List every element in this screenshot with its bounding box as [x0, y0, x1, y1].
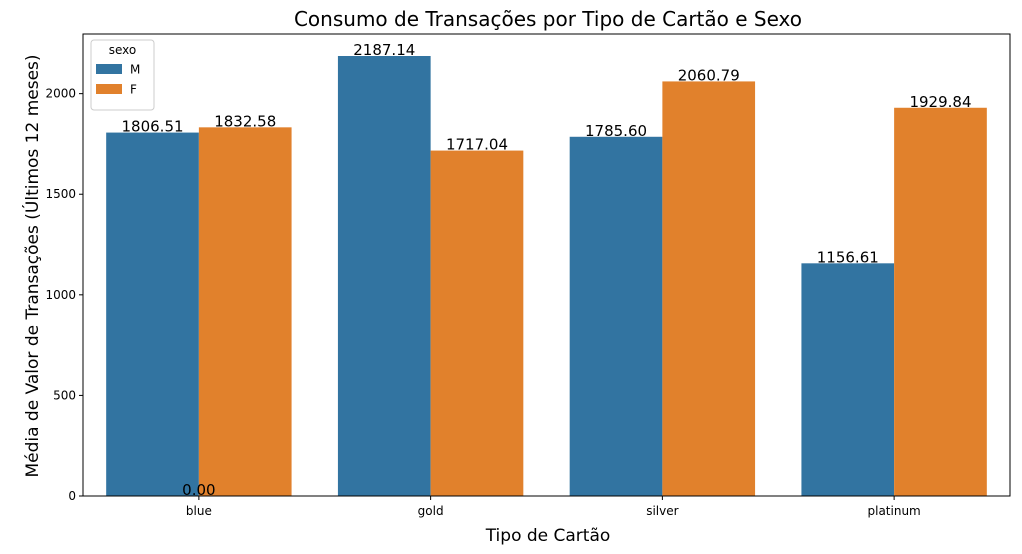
- bar-m-silver: [569, 136, 663, 496]
- x-tick-label: silver: [646, 504, 678, 518]
- y-axis-label: Média de Valor de Transações (Últimos 12…: [21, 54, 43, 477]
- bar-m-blue: [106, 132, 199, 496]
- bar-value-label: 1929.84: [909, 93, 971, 111]
- bar-f-platinum: [894, 107, 987, 496]
- legend-label-m: M: [130, 63, 140, 77]
- bar-value-label: 1806.51: [122, 118, 184, 136]
- legend-swatch-m: [96, 64, 122, 74]
- bar-value-label: 1785.60: [585, 122, 647, 140]
- x-axis-label: Tipo de Cartão: [485, 526, 611, 546]
- bar-value-label: 1717.04: [446, 136, 508, 154]
- legend-title: sexo: [109, 43, 137, 57]
- y-tick-label: 1000: [45, 288, 76, 302]
- y-tick-label: 500: [53, 388, 76, 402]
- x-tick-label: blue: [186, 504, 212, 518]
- legend-swatch-f: [96, 84, 122, 94]
- bar-m-platinum: [801, 263, 895, 496]
- legend-label-f: F: [130, 83, 137, 97]
- bar-m-gold: [337, 56, 431, 496]
- y-tick-label: 0: [68, 489, 76, 503]
- bar-value-label-extra: 0.00: [182, 481, 215, 499]
- y-tick-label: 1500: [45, 187, 76, 201]
- chart-title: Consumo de Transações por Tipo de Cartão…: [294, 7, 802, 31]
- plot-area: 1806.51 2187.14 1785.60 1156.61 1832.58 1717.…: [45, 33, 1011, 518]
- bar-value-label: 2187.14: [353, 41, 415, 59]
- bar-value-label: 2060.79: [678, 66, 740, 84]
- bar-value-label: 1156.61: [817, 248, 879, 266]
- bar-f-blue: [198, 127, 292, 496]
- bar-f-gold: [430, 150, 524, 496]
- y-tick-label: 2000: [45, 87, 76, 101]
- plot-frame: [82, 33, 1011, 497]
- bar-value-label: 1832.58: [214, 112, 276, 130]
- bar-f-silver: [662, 81, 756, 496]
- x-tick-label: platinum: [868, 504, 921, 518]
- x-tick-label: gold: [418, 504, 444, 518]
